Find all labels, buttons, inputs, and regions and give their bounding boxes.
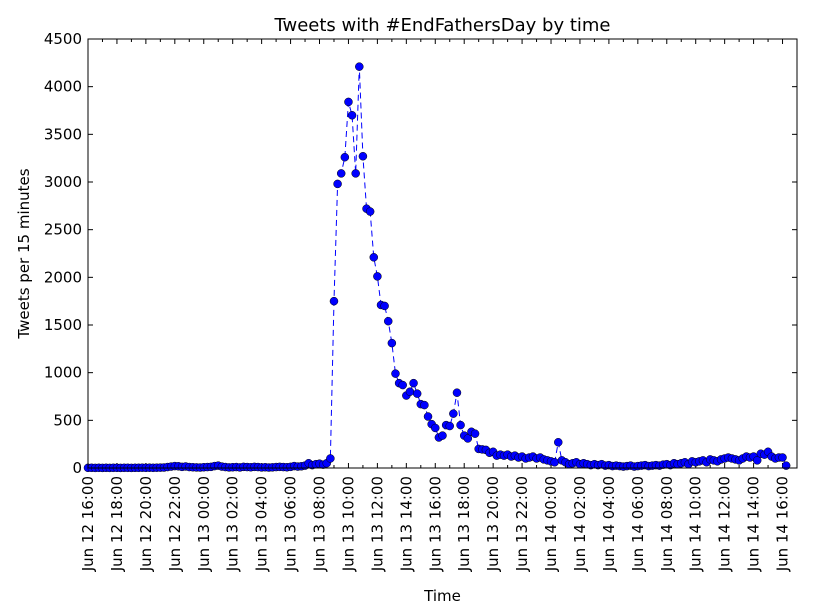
y-tick-label: 4500	[44, 30, 82, 48]
x-tick-label: Jun 13 04:00	[253, 476, 271, 572]
data-point	[420, 400, 429, 410]
data-point	[470, 429, 480, 438]
y-tick-label: 2500	[44, 221, 82, 239]
data-point	[550, 458, 559, 467]
y-tick-label: 4000	[44, 78, 82, 96]
x-tick-label: Jun 14 12:00	[716, 476, 734, 572]
data-point	[387, 338, 397, 348]
labels-layer: 0 500 1000 1500 2000 2500 3000 3500 4000 4500 Jun …	[44, 30, 792, 572]
data-point	[383, 316, 393, 326]
data-point	[333, 179, 342, 189]
x-tick-label: Jun 13 18:00	[455, 476, 473, 572]
x-tick-label: Jun 14 02:00	[571, 476, 589, 572]
data-point	[326, 454, 335, 463]
x-tick-label: Jun 12 16:00	[79, 476, 97, 572]
data-point	[409, 378, 418, 388]
data-point	[340, 152, 350, 162]
data-point	[463, 434, 473, 443]
data-point	[431, 423, 440, 433]
x-tick-label: Jun 14 00:00	[542, 476, 560, 572]
data-point	[344, 97, 353, 107]
x-tick-label: Jun 14 04:00	[600, 476, 618, 572]
data-point	[369, 253, 379, 262]
y-tick-label: 1000	[44, 364, 82, 382]
data-point	[358, 152, 368, 161]
data-point	[456, 420, 465, 430]
x-tick-label: Jun 14 10:00	[687, 476, 705, 572]
y-tick-label: 3500	[44, 125, 82, 143]
data-point	[373, 272, 382, 281]
y-tick-label: 2000	[44, 268, 82, 286]
y-tick-label: 1500	[44, 316, 82, 334]
data-point	[405, 387, 415, 396]
data-point	[336, 169, 346, 178]
data-point	[365, 207, 375, 216]
x-tick-label: Jun 13 06:00	[282, 476, 300, 572]
x-tick-label: Jun 14 16:00	[774, 476, 792, 572]
x-tick-label: Jun 12 20:00	[137, 476, 155, 572]
data-point	[752, 456, 762, 465]
y-axis-label: Tweets per 15 minutes	[15, 168, 33, 339]
data-point	[380, 301, 389, 311]
x-tick-label: Jun 13 14:00	[397, 476, 415, 572]
data-point	[449, 409, 458, 418]
y-tick-label: 3000	[44, 173, 82, 191]
x-tick-label: Jun 13 08:00	[311, 476, 329, 572]
data-point	[778, 453, 787, 462]
x-tick-label: Jun 13 20:00	[484, 476, 502, 572]
data-point	[423, 412, 433, 421]
y-tick-label: 0	[72, 459, 82, 477]
x-tick-label: Jun 14 06:00	[629, 476, 647, 572]
data-point	[329, 296, 339, 306]
data-point	[412, 389, 422, 398]
x-tick-label: Jun 13 22:00	[513, 476, 531, 572]
data-point	[391, 369, 400, 378]
x-tick-label: Jun 13 00:00	[195, 476, 213, 572]
x-tick-label: Jun 14 14:00	[745, 476, 763, 572]
x-axis-label: Time	[423, 587, 461, 605]
x-tick-label: Jun 13 02:00	[224, 476, 242, 572]
plot-area	[88, 39, 797, 468]
x-tick-label: Jun 12 18:00	[108, 476, 126, 572]
data-point	[438, 431, 447, 440]
data-point	[347, 111, 357, 120]
y-tick-label: 500	[53, 411, 82, 429]
data-point	[554, 438, 563, 447]
plot-frame	[87, 38, 798, 469]
data-point	[398, 380, 407, 390]
data-point	[445, 421, 454, 431]
data-point	[452, 388, 462, 397]
x-tick-label: Jun 13 16:00	[426, 476, 444, 572]
chart-title: Tweets with #EndFathersDay by time	[273, 15, 610, 36]
x-tick-label: Jun 13 12:00	[368, 476, 386, 572]
data-point	[351, 169, 360, 178]
x-tick-label: Jun 13 10:00	[339, 476, 357, 572]
data-point	[355, 62, 364, 71]
x-tick-label: Jun 12 22:00	[166, 476, 184, 572]
x-tick-label: Jun 14 08:00	[658, 476, 676, 572]
